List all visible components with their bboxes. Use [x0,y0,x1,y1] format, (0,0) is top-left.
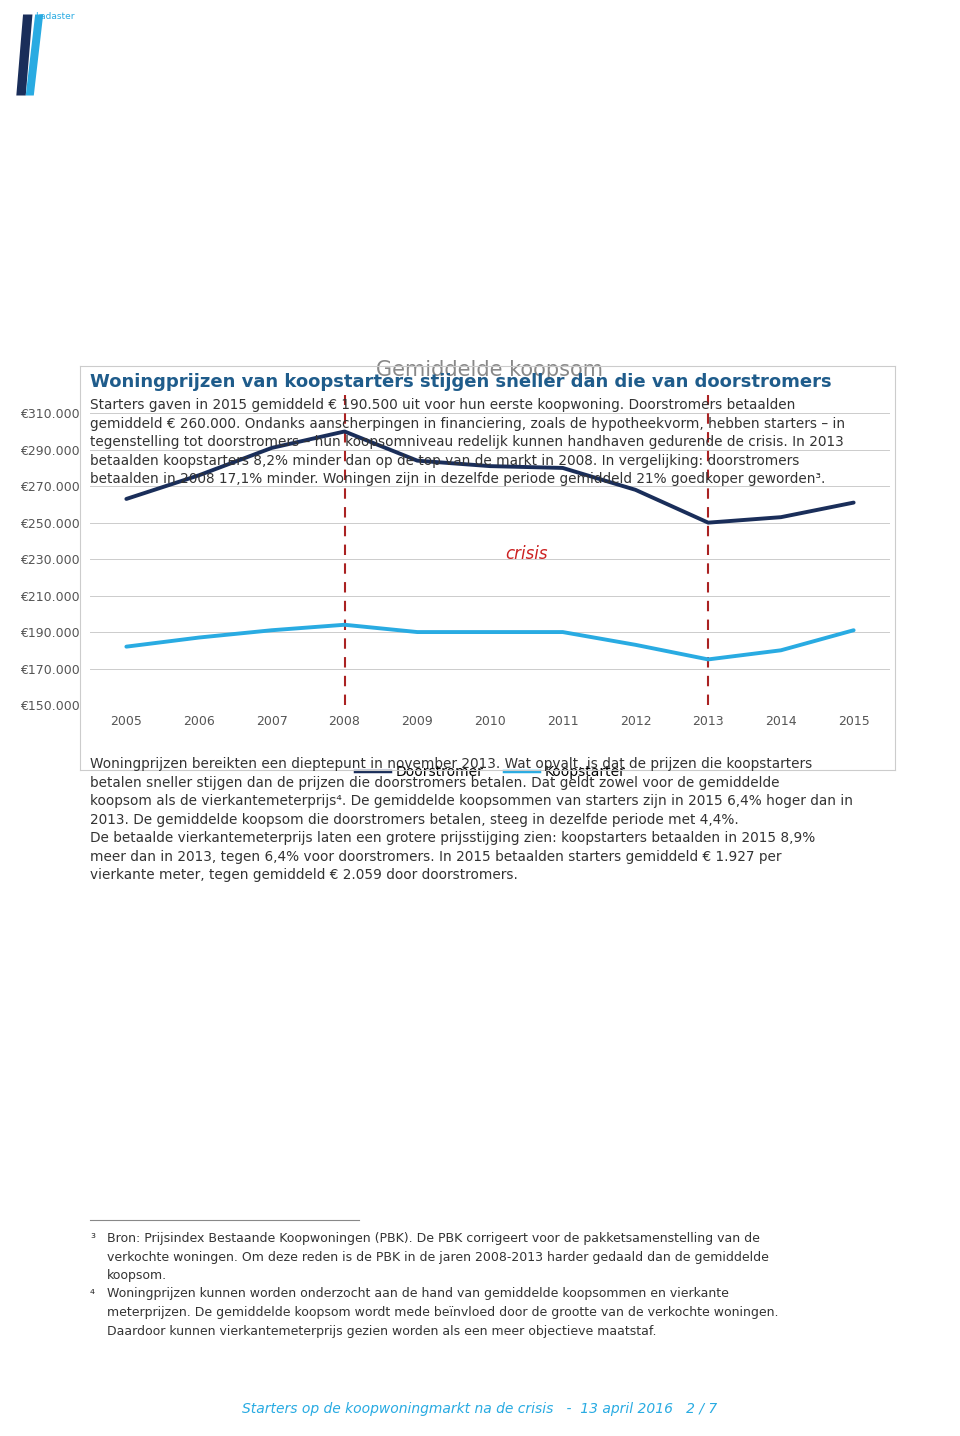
Text: koopsom.: koopsom. [108,1269,167,1282]
Text: crisis: crisis [505,544,547,563]
Text: ³: ³ [90,1232,95,1245]
Text: kadaster: kadaster [36,11,75,20]
Text: Woningprijzen kunnen worden onderzocht aan de hand van gemiddelde koopsommen en : Woningprijzen kunnen worden onderzocht a… [108,1288,730,1301]
Text: betalen sneller stijgen dan de prijzen die doorstromers betalen. Dat geldt zowel: betalen sneller stijgen dan de prijzen d… [90,775,780,790]
Text: tegenstelling tot doorstromers – hun koopsomniveau redelijk kunnen handhaven ged: tegenstelling tot doorstromers – hun koo… [90,435,844,449]
Text: meterprijzen. De gemiddelde koopsom wordt mede beïnvloed door de grootte van de : meterprijzen. De gemiddelde koopsom word… [108,1305,779,1320]
Text: betaalden in 2008 17,1% minder. Woningen zijn in dezelfde periode gemiddeld 21% : betaalden in 2008 17,1% minder. Woningen… [90,472,826,485]
Text: meer dan in 2013, tegen 6,4% voor doorstromers. In 2015 betaalden starters gemid: meer dan in 2013, tegen 6,4% voor doorst… [90,850,781,863]
Text: Starters op de koopwoningmarkt na de crisis   -  13 april 2016   2 / 7: Starters op de koopwoningmarkt na de cri… [242,1402,718,1416]
Text: Daardoor kunnen vierkantemeterprijs gezien worden als een meer objectieve maatst: Daardoor kunnen vierkantemeterprijs gezi… [108,1324,657,1337]
Text: gemiddeld € 260.000. Ondanks aanscherpingen in financiering, zoals de hypotheekv: gemiddeld € 260.000. Ondanks aanscherpin… [90,416,845,431]
Polygon shape [26,14,43,96]
Text: ⁴: ⁴ [90,1288,95,1301]
Title: Gemiddelde koopsom: Gemiddelde koopsom [376,359,604,379]
Text: Starters gaven in 2015 gemiddeld € 190.500 uit voor hun eerste koopwoning. Doors: Starters gaven in 2015 gemiddeld € 190.5… [90,398,796,412]
Text: koopsom als de vierkantemeterprijs⁴. De gemiddelde koopsommen van starters zijn : koopsom als de vierkantemeterprijs⁴. De … [90,794,853,808]
Text: betaalden koopstarters 8,2% minder dan op de top van de markt in 2008. In vergel: betaalden koopstarters 8,2% minder dan o… [90,454,800,468]
Text: Woningprijzen bereikten een dieptepunt in november 2013. Wat opvalt, is dat de p: Woningprijzen bereikten een dieptepunt i… [90,757,812,771]
Text: verkochte woningen. Om deze reden is de PBK in de jaren 2008-2013 harder gedaald: verkochte woningen. Om deze reden is de … [108,1251,769,1264]
Text: vierkante meter, tegen gemiddeld € 2.059 door doorstromers.: vierkante meter, tegen gemiddeld € 2.059… [90,867,517,882]
Polygon shape [16,14,33,96]
Text: De betaalde vierkantemeterprijs laten een grotere prijsstijging zien: koopstarte: De betaalde vierkantemeterprijs laten ee… [90,831,815,844]
Text: Woningprijzen van koopstarters stijgen sneller dan die van doorstromers: Woningprijzen van koopstarters stijgen s… [90,373,831,391]
Text: Bron: Prijsindex Bestaande Koopwoningen (PBK). De PBK corrigeert voor de pakkets: Bron: Prijsindex Bestaande Koopwoningen … [108,1232,760,1245]
Text: 2013. De gemiddelde koopsom die doorstromers betalen, steeg in dezelfde periode : 2013. De gemiddelde koopsom die doorstro… [90,813,739,827]
Legend: Doorstromer, Koopstarter: Doorstromer, Koopstarter [349,760,631,785]
